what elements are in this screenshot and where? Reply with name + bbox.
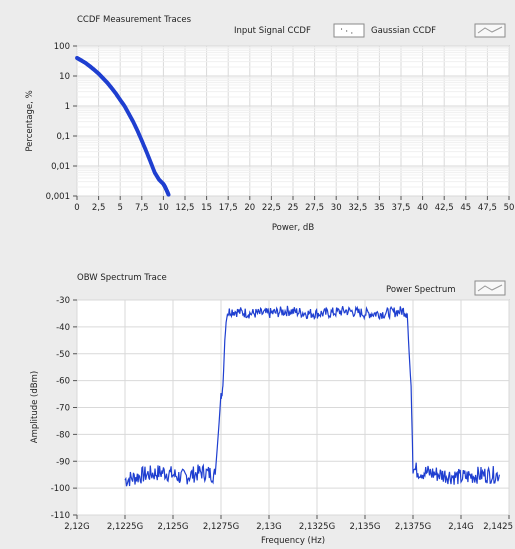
obw-x-tick-label: 2,125G: [158, 522, 189, 532]
ccdf-x-tick-label: 20: [244, 203, 255, 213]
ccdf-x-tick-label: 42,5: [435, 203, 454, 213]
ccdf-grid: [76, 45, 510, 197]
obw-legend-label-power: Power Spectrum: [386, 285, 456, 295]
ccdf-y-tick-label: 0,1: [56, 132, 70, 142]
obw-spectrum-line: [124, 305, 500, 487]
ccdf-legend-label-input: Input Signal CCDF: [234, 26, 311, 36]
obw-x-tick-label: 2,1375G: [395, 522, 431, 532]
obw-y-tick-label: -50: [56, 350, 70, 360]
ccdf-x-tick-label: 50: [504, 203, 515, 213]
ccdf-y-tick-label: 10: [59, 72, 70, 82]
obw-x-tick-label: 2,1275G: [203, 522, 239, 532]
ccdf-x-tick-label: 40: [417, 203, 428, 213]
ccdf-x-tick-label: 27,5: [305, 203, 324, 213]
obw-y-tick-label: -80: [56, 430, 70, 440]
ccdf-chart: CCDF Measurement Traces Input Signal CCD…: [25, 15, 514, 233]
ccdf-x-tick-label: 25: [288, 203, 299, 213]
obw-x-tick-label: 2,14G: [448, 522, 474, 532]
obw-ylabel: Amplitude (dBm): [30, 371, 40, 443]
ccdf-legend-line-icon: [477, 26, 503, 34]
obw-y-tick-label: -100: [51, 484, 70, 494]
obw-ticks: 2,12G 2,1225G 2,125G 2,1275G 2,13G 2,1325G 2,1…: [51, 296, 513, 532]
ccdf-x-tick-label: 35: [374, 203, 385, 213]
ccdf-y-tick-label: 0,001: [46, 192, 70, 202]
ccdf-xlabel: Power, dB: [272, 223, 314, 233]
obw-y-tick-label: -90: [56, 457, 70, 467]
obw-x-tick-label: 2,12G: [64, 522, 90, 532]
ccdf-y-tick-label: 100: [54, 42, 70, 52]
obw-x-tick-label: 2,135G: [350, 522, 381, 532]
ccdf-legend-label-gaussian: Gaussian CCDF: [371, 26, 436, 36]
ccdf-x-tick-label: 22,5: [262, 203, 281, 213]
ccdf-x-tick-label: 45: [460, 203, 471, 213]
ccdf-legend: Input Signal CCDF ⠁⠂⠄ Gaussian CCDF: [234, 23, 506, 38]
obw-series-power-spectrum: [124, 305, 500, 487]
ccdf-x-tick-label: 12,5: [176, 203, 195, 213]
obw-y-tick-label: -30: [56, 296, 70, 306]
ccdf-title: CCDF Measurement Traces: [77, 15, 192, 25]
ccdf-series-input-signal: [75, 56, 171, 197]
ccdf-x-tick-label: 47,5: [478, 203, 497, 213]
obw-x-tick-label: 2,13G: [256, 522, 282, 532]
ccdf-ticks: 0 2,5 5 7,5 10 12,5 15 17,5 20 22,5 25 27,5 30 32,5 35…: [46, 42, 515, 213]
obw-xlabel: Frequency (Hz): [261, 536, 325, 546]
ccdf-x-tick-label: 7,5: [135, 203, 149, 213]
obw-title: OBW Spectrum Trace: [77, 273, 167, 283]
ccdf-x-tick-label: 10: [158, 203, 169, 213]
ccdf-x-tick-label: 0: [74, 203, 79, 213]
obw-y-tick-label: -40: [56, 323, 70, 333]
obw-y-tick-label: -70: [56, 404, 70, 414]
ccdf-x-tick-label: 30: [331, 203, 342, 213]
ccdf-x-tick-label: 2,5: [92, 203, 106, 213]
obw-legend-line-icon: [477, 284, 503, 292]
ccdf-y-tick-label: 1: [65, 102, 70, 112]
ccdf-legend-swatch-input[interactable]: [333, 23, 365, 38]
obw-legend-swatch-power[interactable]: [474, 280, 506, 296]
obw-legend: Power Spectrum: [386, 280, 506, 296]
obw-x-tick-label: 2,1425: [483, 522, 513, 532]
ccdf-legend-points-icon: ⠁⠂⠄: [340, 28, 355, 36]
obw-x-tick-label: 2,1225G: [107, 522, 143, 532]
ccdf-point: [166, 192, 171, 197]
obw-y-tick-label: -110: [51, 511, 70, 521]
obw-y-tick-label: -60: [56, 377, 70, 387]
ccdf-y-tick-label: 0,01: [51, 162, 70, 172]
ccdf-x-tick-label: 15: [201, 203, 212, 213]
ccdf-x-tick-label: 32,5: [348, 203, 367, 213]
obw-chart: OBW Spectrum Trace Power Spectrum 2,12G 2…: [30, 273, 513, 546]
obw-x-tick-label: 2,1325G: [299, 522, 335, 532]
ccdf-ylabel: Percentage, %: [25, 90, 35, 151]
ccdf-x-tick-label: 5: [117, 203, 122, 213]
ccdf-x-tick-label: 17,5: [219, 203, 238, 213]
ccdf-x-tick-label: 37,5: [392, 203, 411, 213]
